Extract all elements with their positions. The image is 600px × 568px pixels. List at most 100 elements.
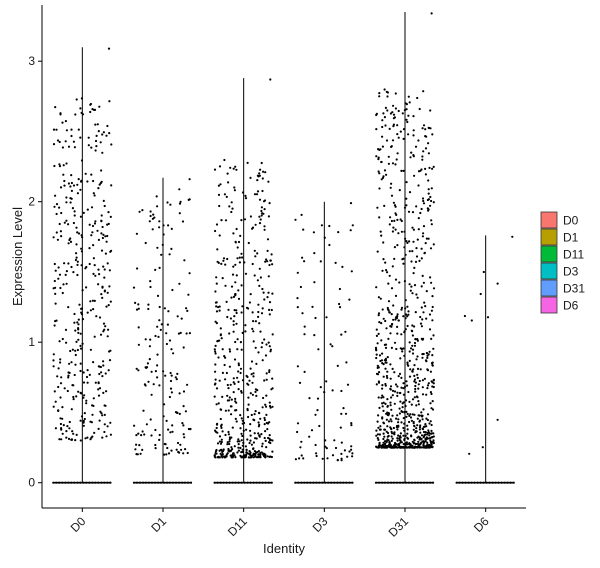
data-point	[421, 379, 424, 382]
data-point	[382, 421, 385, 424]
data-point	[328, 224, 331, 228]
data-point	[167, 224, 170, 227]
data-point	[143, 433, 146, 436]
data-point	[419, 431, 422, 434]
data-point	[172, 352, 175, 355]
data-point	[424, 423, 427, 426]
data-point	[422, 90, 425, 93]
data-point	[65, 219, 68, 222]
data-point	[177, 332, 181, 335]
data-point	[406, 305, 409, 308]
data-point	[76, 183, 79, 186]
data-point	[230, 210, 233, 214]
data-point	[378, 216, 381, 219]
data-point	[390, 194, 394, 197]
data-point	[432, 439, 435, 442]
data-point	[214, 350, 217, 353]
data-point	[405, 197, 408, 200]
data-point	[106, 335, 109, 338]
data-point	[170, 374, 173, 377]
data-point	[420, 434, 424, 437]
data-point	[321, 457, 324, 460]
data-point	[429, 276, 432, 279]
data-point	[68, 427, 71, 430]
data-point	[421, 393, 425, 396]
data-point	[188, 272, 191, 275]
data-point	[248, 453, 251, 456]
data-point	[72, 140, 75, 143]
data-point	[224, 433, 227, 437]
data-point	[105, 305, 108, 308]
data-point	[384, 382, 387, 386]
data-point	[334, 261, 337, 264]
data-point	[182, 346, 185, 349]
data-point	[102, 233, 105, 236]
data-point	[328, 243, 331, 247]
data-point	[240, 390, 243, 393]
data-point	[395, 417, 398, 420]
data-point	[154, 334, 157, 338]
data-point	[258, 215, 261, 218]
data-point	[393, 390, 397, 393]
data-point	[413, 413, 416, 416]
data-point	[93, 431, 96, 434]
data-point	[393, 219, 396, 222]
data-point	[319, 386, 322, 389]
legend-swatch-D1	[540, 228, 558, 246]
data-point	[389, 332, 392, 335]
data-point	[168, 339, 172, 342]
data-point	[165, 342, 168, 346]
data-point	[389, 401, 392, 404]
data-point	[240, 284, 243, 287]
data-point	[340, 441, 343, 444]
data-point	[228, 440, 231, 443]
data-point	[417, 383, 420, 386]
data-point	[391, 230, 394, 233]
data-point	[383, 428, 387, 431]
data-point	[72, 271, 75, 274]
data-point	[72, 384, 75, 387]
data-point	[378, 172, 381, 175]
data-point	[378, 321, 381, 324]
data-point	[268, 313, 271, 316]
data-point	[402, 387, 405, 390]
data-point	[108, 285, 111, 288]
data-point	[418, 379, 421, 383]
data-point	[70, 265, 73, 269]
data-point	[381, 119, 384, 122]
data-point	[261, 442, 264, 445]
data-point	[299, 446, 302, 449]
data-point	[375, 434, 378, 437]
data-point	[389, 363, 392, 366]
data-point	[350, 424, 353, 427]
data-point	[103, 430, 106, 434]
data-point	[55, 203, 59, 206]
data-point	[386, 109, 389, 112]
data-point	[397, 421, 400, 424]
data-point	[109, 300, 112, 303]
data-point	[70, 134, 73, 138]
y-tick-label: 0	[28, 476, 35, 490]
data-point	[237, 297, 241, 300]
data-point	[256, 252, 259, 255]
data-point	[375, 429, 378, 432]
data-point	[265, 372, 268, 375]
data-point	[240, 311, 243, 314]
data-point	[413, 441, 416, 445]
data-point	[395, 347, 398, 351]
data-point	[429, 109, 432, 112]
data-point	[396, 446, 399, 449]
legend-label-D6: D6	[563, 299, 579, 313]
data-point	[269, 78, 272, 81]
data-point	[431, 319, 434, 322]
data-point	[239, 427, 242, 430]
data-point	[396, 133, 399, 136]
data-point	[57, 367, 60, 370]
data-point	[221, 456, 224, 459]
data-point	[413, 284, 417, 287]
data-point	[236, 257, 239, 260]
data-point	[426, 356, 429, 359]
data-point	[388, 442, 391, 445]
data-point	[214, 382, 217, 385]
data-point	[261, 177, 264, 180]
